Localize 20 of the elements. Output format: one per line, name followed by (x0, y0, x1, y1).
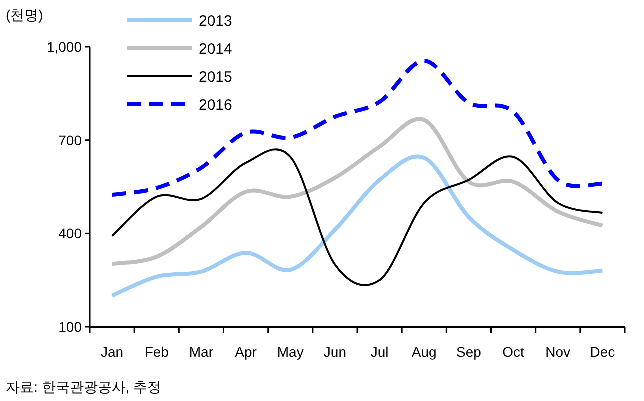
y-axis-title: (천명) (6, 7, 44, 23)
y-tick-label: 1,000 (46, 39, 82, 55)
x-tick-label: Mar (189, 344, 214, 360)
x-tick-label: Aug (412, 344, 437, 360)
x-tick-label: May (277, 344, 304, 360)
x-tick-label: Jun (324, 344, 346, 360)
x-tick-label: Oct (502, 344, 525, 360)
legend-label: 2013 (199, 13, 232, 30)
y-tick-label: 100 (58, 319, 82, 335)
y-tick-label: 400 (58, 226, 82, 242)
x-tick-label: Dec (590, 344, 616, 360)
x-tick-label: Feb (144, 344, 170, 360)
y-tick-label: 700 (58, 132, 82, 148)
x-tick-label: Jul (370, 344, 389, 360)
x-tick-label: Sep (456, 344, 482, 360)
text: 자료: 한국관광공사, 추정 (6, 379, 162, 395)
x-tick-label: Apr (235, 344, 258, 360)
x-tick-label: Nov (546, 344, 571, 360)
legend-label: 2014 (199, 41, 232, 58)
x-tick-label: Jan (101, 344, 124, 360)
